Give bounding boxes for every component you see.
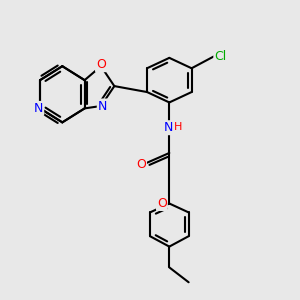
- Text: N: N: [164, 121, 173, 134]
- Text: N: N: [98, 100, 107, 112]
- Text: O: O: [96, 58, 106, 71]
- Text: H: H: [173, 122, 182, 132]
- Text: Cl: Cl: [214, 50, 226, 63]
- Text: N: N: [34, 102, 43, 115]
- Text: O: O: [136, 158, 146, 171]
- Text: O: O: [157, 197, 167, 210]
